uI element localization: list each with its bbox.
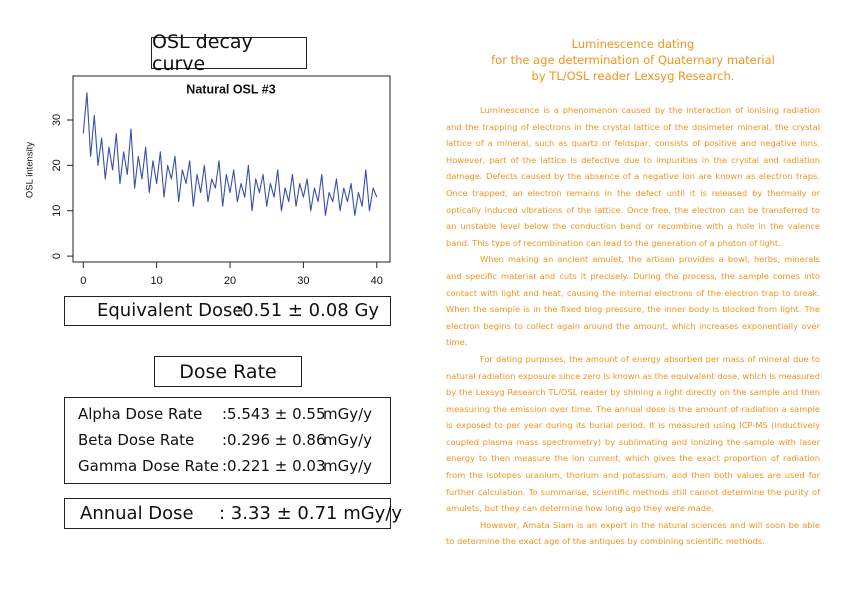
equivalent-dose-value: :0.51 ± 0.08 Gy xyxy=(236,300,380,321)
dose-rate-value: :0.221 ± 0.03 xyxy=(222,457,326,475)
article-paragraph: For dating purposes, the amount of energ… xyxy=(446,353,820,514)
annual-dose-label: Annual Dose xyxy=(80,503,194,524)
chart-title: Natural OSL #3 xyxy=(186,82,275,96)
y-axis-label: OSL intensity xyxy=(25,142,36,198)
plot-frame xyxy=(72,75,391,263)
annual-dose-value: : 3.33 ± 0.71 mGy/y xyxy=(219,503,403,524)
x-tick-label: 30 xyxy=(297,275,309,287)
osl-chart: Natural OSL #3 OSL intensity 0 10 20 30 40 0 1… xyxy=(25,75,391,287)
y-tick-label: 30 xyxy=(51,114,63,126)
article: Luminescence dating for the age determina… xyxy=(446,36,820,550)
y-tick-label: 10 xyxy=(51,205,63,217)
x-tick-label: 40 xyxy=(371,275,383,287)
dose-rate-value: :0.296 ± 0.86 xyxy=(222,431,326,449)
y-tick-label: 0 xyxy=(51,253,63,259)
section-title: Dose Rate xyxy=(154,356,302,387)
dose-rate-label: Beta Dose Rate xyxy=(78,431,195,449)
article-paragraph: Luminescence is a phenomenon caused by t… xyxy=(446,105,820,248)
dose-rate-value: :5.543 ± 0.55 xyxy=(222,405,326,423)
dose-rate-unit: mGy/y xyxy=(323,457,373,475)
x-tick-label: 10 xyxy=(151,275,163,287)
article-title: Luminescence dating for the age determina… xyxy=(446,36,820,84)
annual-dose-box: Annual Dose : 3.33 ± 0.71 mGy/y xyxy=(64,498,402,529)
x-tick-label: 20 xyxy=(224,275,236,287)
article-paragraph: However, Amata Siam is an expert in the … xyxy=(446,519,820,547)
article-paragraph: When making an ancient amulet, the artis… xyxy=(446,254,820,348)
dose-rate-box: Alpha Dose Rate:5.543 ± 0.55 mGy/y Beta Do… xyxy=(64,397,391,484)
osl-line xyxy=(82,92,378,216)
section-title: OSL decay curve xyxy=(151,31,307,75)
y-tick-label: 20 xyxy=(51,159,63,171)
dose-rate-label: Gamma Dose Rate xyxy=(78,457,219,475)
dose-rate-unit: mGy/y xyxy=(323,405,373,423)
dose-rate-label: Alpha Dose Rate xyxy=(78,405,203,423)
dose-rate-unit: mGy/y xyxy=(323,431,373,449)
equivalent-dose-box: Equivalent Dose :0.51 ± 0.08 Gy xyxy=(64,296,391,326)
article-title-line: by TL/OSL reader Lexsyg Research. xyxy=(531,69,735,83)
article-title-line: for the age determination of Quaternary … xyxy=(491,53,775,67)
x-tick-label: 0 xyxy=(80,275,86,287)
article-title-line: Luminescence dating xyxy=(571,37,695,51)
equivalent-dose-label: Equivalent Dose xyxy=(97,300,244,321)
